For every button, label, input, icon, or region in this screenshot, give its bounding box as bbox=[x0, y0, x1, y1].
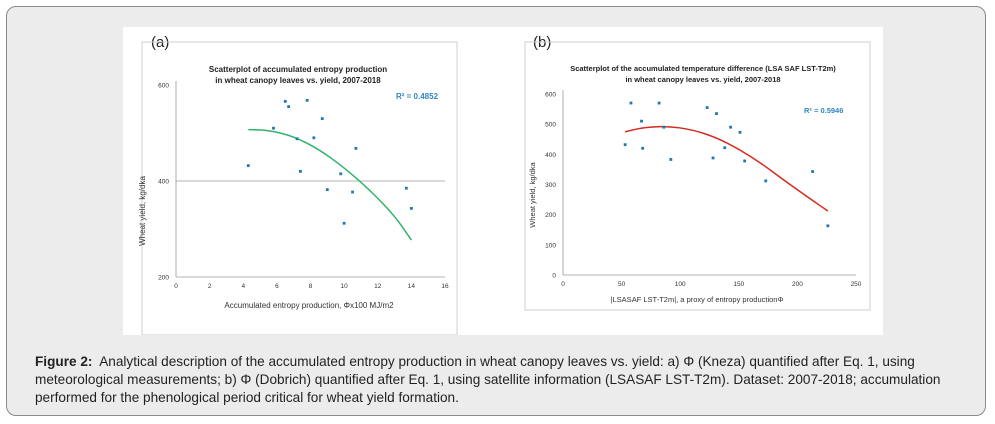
chart-a-x-tick-label: 0 bbox=[174, 283, 178, 290]
chart-b-y-tick-label: 400 bbox=[545, 152, 556, 159]
chart-a-data-point bbox=[325, 188, 329, 192]
chart-a-marks: 0 2 4 6 8 10 12 14 16 200 400 600 bbox=[158, 81, 449, 290]
chart-a-data-point bbox=[299, 170, 302, 173]
chart-b-data-point bbox=[738, 130, 742, 134]
chart-b-data-point bbox=[629, 101, 633, 105]
chart-a-y-tick-label: 400 bbox=[158, 179, 169, 186]
figure-charts-svg: (a) Scatterplot of accumulated entropy p… bbox=[138, 34, 871, 336]
chart-b-data-point bbox=[723, 146, 727, 150]
chart-a-data-point bbox=[305, 98, 309, 102]
chart-a-x-tick-label: 4 bbox=[241, 283, 245, 290]
chart-b-y-tick-label: 0 bbox=[552, 273, 556, 280]
chart-b-marks: 0 50 100 150 200 250 0 100 200 300 400 500 600 bbox=[545, 90, 862, 288]
chart-b: (b) Scatterplot of the accumulated tempe… bbox=[524, 34, 871, 311]
chart-a-x-tick-label: 6 bbox=[275, 283, 279, 290]
chart-a-y-tick-label: 600 bbox=[158, 83, 169, 90]
figure-caption: Figure 2: Analytical description of the … bbox=[35, 353, 975, 407]
chart-b-data-point bbox=[657, 101, 661, 105]
chart-b-data-point bbox=[705, 106, 709, 109]
chart-b-x-tick-label: 50 bbox=[618, 281, 626, 288]
chart-a-data-point bbox=[287, 105, 291, 108]
chart-a-data-point bbox=[342, 221, 346, 225]
chart-a-data-point bbox=[409, 206, 413, 210]
chart-b-y-tick-label: 500 bbox=[545, 122, 556, 129]
chart-a-x-tick-label: 2 bbox=[208, 283, 212, 290]
chart-b-r2: R² = 0.5946 bbox=[804, 106, 843, 115]
chart-b-trend-curve bbox=[624, 125, 829, 212]
chart-b-x-tick-label: 200 bbox=[792, 281, 803, 288]
chart-b-data-point bbox=[711, 156, 715, 160]
chart-a-x-tick-label: 12 bbox=[374, 283, 382, 290]
chart-b-data-point bbox=[826, 224, 830, 228]
chart-a-data-point bbox=[339, 172, 343, 176]
chart-a-data-point bbox=[404, 186, 408, 190]
chart-b-data-point bbox=[662, 125, 666, 129]
chart-a-data-point bbox=[351, 190, 354, 194]
caption-text: Analytical description of the accumulate… bbox=[35, 354, 941, 405]
chart-b-data-point bbox=[715, 112, 718, 116]
chart-b-title: Scatterplot of the accumulated temperatu… bbox=[570, 64, 836, 73]
chart-b-y-tick-label: 300 bbox=[545, 182, 556, 189]
chart-a-subtitle: in wheat canopy leaves vs. yield, 2007-2… bbox=[215, 76, 381, 85]
chart-b-data-point bbox=[811, 170, 815, 173]
chart-b-x-tick-label: 150 bbox=[733, 281, 744, 288]
chart-b-ylabel: Wheat yield, kg/dka bbox=[528, 161, 537, 227]
chart-b-y-tick-label: 600 bbox=[545, 92, 556, 99]
chart-b-data-point bbox=[764, 179, 768, 183]
chart-a-x-tick-label: 10 bbox=[341, 283, 349, 290]
figure-frame: (a) Scatterplot of accumulated entropy p… bbox=[6, 6, 986, 416]
caption-label: Figure 2: bbox=[35, 354, 93, 369]
chart-b-data-point bbox=[669, 158, 673, 161]
chart-a-r2: R² = 0.4852 bbox=[396, 92, 439, 101]
chart-a-data-point bbox=[320, 117, 324, 120]
chart-b-data-point bbox=[641, 146, 645, 150]
chart-b-data-point bbox=[743, 159, 747, 163]
chart-a-data-point bbox=[246, 164, 250, 168]
chart-a-x-tick-label: 8 bbox=[309, 283, 313, 290]
chart-a-border bbox=[141, 41, 458, 336]
chart-a-y-tick-label: 200 bbox=[158, 275, 169, 282]
plot-panel: (a) Scatterplot of accumulated entropy p… bbox=[123, 27, 883, 336]
chart-a-trend-curve bbox=[248, 128, 412, 241]
chart-b-xlabel: |LSASAF LST-T2m|, a proxy of entropy pro… bbox=[611, 295, 784, 304]
chart-b-data-point bbox=[623, 143, 627, 147]
chart-a: (a) Scatterplot of accumulated entropy p… bbox=[138, 34, 458, 336]
chart-a-data-point bbox=[312, 136, 316, 140]
chart-a-data-point bbox=[354, 146, 358, 150]
chart-a-x-tick-label: 14 bbox=[408, 283, 416, 290]
chart-a-data-point bbox=[283, 99, 287, 103]
chart-b-data-point bbox=[729, 125, 732, 129]
chart-b-y-tick-label: 100 bbox=[545, 242, 556, 249]
chart-b-x-tick-label: 250 bbox=[851, 281, 862, 288]
chart-a-data-point bbox=[272, 126, 275, 130]
chart-a-title: Scatterplot of accumulated entropy produ… bbox=[209, 65, 387, 74]
chart-b-subtitle: in wheat canopy leaves vs. yield, 2007-2… bbox=[625, 75, 780, 84]
chart-a-x-tick-label: 16 bbox=[441, 283, 449, 290]
chart-b-y-tick-label: 200 bbox=[545, 212, 556, 219]
chart-a-ylabel: Wheat yield, kg/dka bbox=[138, 176, 147, 246]
chart-a-data-point bbox=[295, 137, 299, 141]
chart-a-xlabel: Accumulated entropy production, Φx100 MJ… bbox=[224, 301, 394, 310]
chart-b-x-tick-label: 0 bbox=[561, 281, 565, 288]
chart-b-data-point bbox=[640, 119, 643, 123]
chart-b-border bbox=[524, 41, 871, 311]
chart-b-x-tick-label: 100 bbox=[675, 281, 686, 288]
